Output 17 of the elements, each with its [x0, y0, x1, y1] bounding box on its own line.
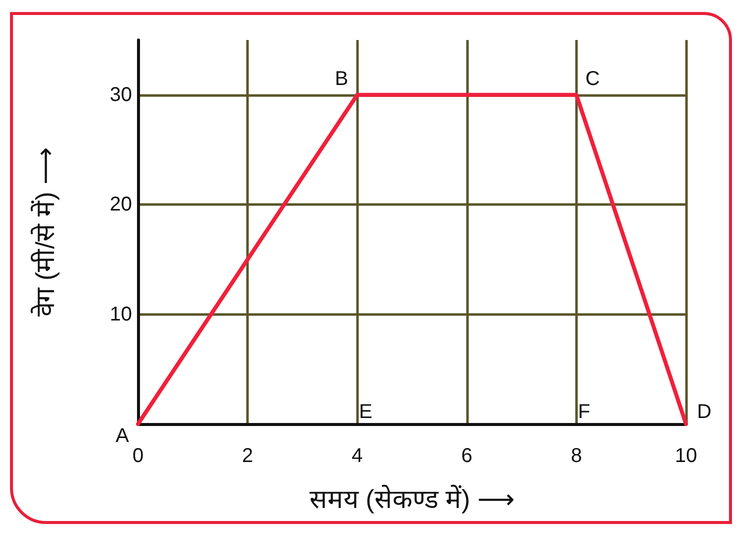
x-axis-title: समय (सेकण्ड में) ⟶ [309, 484, 515, 514]
y-tick-label: 30 [110, 84, 132, 106]
x-tick-label: 4 [352, 445, 363, 467]
annotation: B [334, 68, 348, 90]
annotation: E [359, 401, 372, 423]
annotation: A [116, 425, 130, 447]
y-tick-label: 10 [110, 303, 132, 326]
annotation: C [585, 68, 600, 90]
y-tick-label: 20 [110, 194, 132, 216]
annotation: D [697, 401, 712, 423]
x-tick-label: 2 [242, 445, 254, 467]
y-axis-title: वेग (मी/से में) ⟶ [30, 147, 60, 317]
x-tick-label: 10 [674, 445, 698, 467]
x-tick-label: 6 [461, 445, 472, 467]
annotation: F [578, 401, 590, 423]
x-tick-label: 0 [132, 445, 144, 467]
x-tick-label: 8 [570, 445, 582, 467]
